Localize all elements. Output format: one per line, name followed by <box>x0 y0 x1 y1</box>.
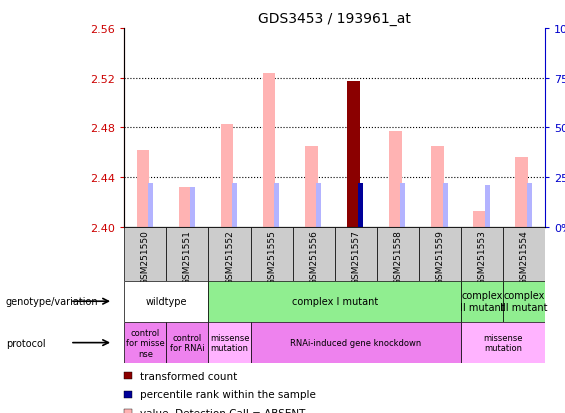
Text: complex
III mutant: complex III mutant <box>501 291 548 312</box>
Bar <box>334 227 377 281</box>
Bar <box>137 150 149 227</box>
Text: protocol: protocol <box>6 338 45 348</box>
Bar <box>485 185 490 227</box>
Text: GSM251550: GSM251550 <box>141 230 150 285</box>
Bar <box>124 322 166 363</box>
Bar <box>389 132 402 227</box>
Text: GSM251552: GSM251552 <box>225 230 234 285</box>
Bar <box>124 227 166 281</box>
Bar <box>250 322 461 363</box>
Text: GDS3453 / 193961_at: GDS3453 / 193961_at <box>258 12 411 26</box>
Bar <box>401 183 406 227</box>
Text: GSM251558: GSM251558 <box>393 230 402 285</box>
Bar <box>515 158 528 227</box>
Bar <box>208 281 461 322</box>
Bar <box>431 147 444 227</box>
Bar <box>124 281 208 322</box>
Bar <box>274 183 279 227</box>
Bar <box>221 124 233 227</box>
Text: genotype/variation: genotype/variation <box>6 297 98 306</box>
Bar <box>461 227 503 281</box>
Bar <box>461 281 503 322</box>
Bar <box>316 183 321 227</box>
Text: GSM251553: GSM251553 <box>477 230 486 285</box>
Text: transformed count: transformed count <box>140 371 237 381</box>
Bar <box>503 227 545 281</box>
Bar <box>473 211 486 227</box>
Bar <box>527 183 532 227</box>
Text: control
for RNAi: control for RNAi <box>170 333 205 352</box>
Bar <box>232 183 237 227</box>
Bar <box>263 74 275 227</box>
Text: control
for misse
nse: control for misse nse <box>126 328 165 358</box>
Bar <box>179 188 191 227</box>
Bar <box>250 227 293 281</box>
Text: complex
II mutant: complex II mutant <box>460 291 505 312</box>
Bar <box>347 82 359 227</box>
Bar <box>208 322 251 363</box>
Text: missense
mutation: missense mutation <box>210 333 249 352</box>
Text: GSM251556: GSM251556 <box>309 230 318 285</box>
Bar <box>305 147 318 227</box>
Text: value, Detection Call = ABSENT: value, Detection Call = ABSENT <box>140 408 306 413</box>
Bar <box>166 322 208 363</box>
Text: wildtype: wildtype <box>146 297 187 306</box>
Text: GSM251554: GSM251554 <box>520 230 529 285</box>
Bar <box>166 227 208 281</box>
Bar <box>503 281 545 322</box>
Text: GSM251559: GSM251559 <box>436 230 445 285</box>
Text: missense
mutation: missense mutation <box>484 333 523 352</box>
Bar <box>208 227 251 281</box>
Text: RNAi-induced gene knockdown: RNAi-induced gene knockdown <box>290 338 421 347</box>
Bar <box>419 227 461 281</box>
Bar <box>358 183 363 227</box>
Bar <box>190 188 195 227</box>
Bar <box>148 183 153 227</box>
Bar <box>442 183 447 227</box>
Text: percentile rank within the sample: percentile rank within the sample <box>140 389 316 399</box>
Text: complex I mutant: complex I mutant <box>292 297 378 306</box>
Bar <box>461 322 545 363</box>
Bar <box>293 227 334 281</box>
Text: GSM251555: GSM251555 <box>267 230 276 285</box>
Text: GSM251551: GSM251551 <box>183 230 192 285</box>
Bar <box>377 227 419 281</box>
Text: GSM251557: GSM251557 <box>351 230 360 285</box>
